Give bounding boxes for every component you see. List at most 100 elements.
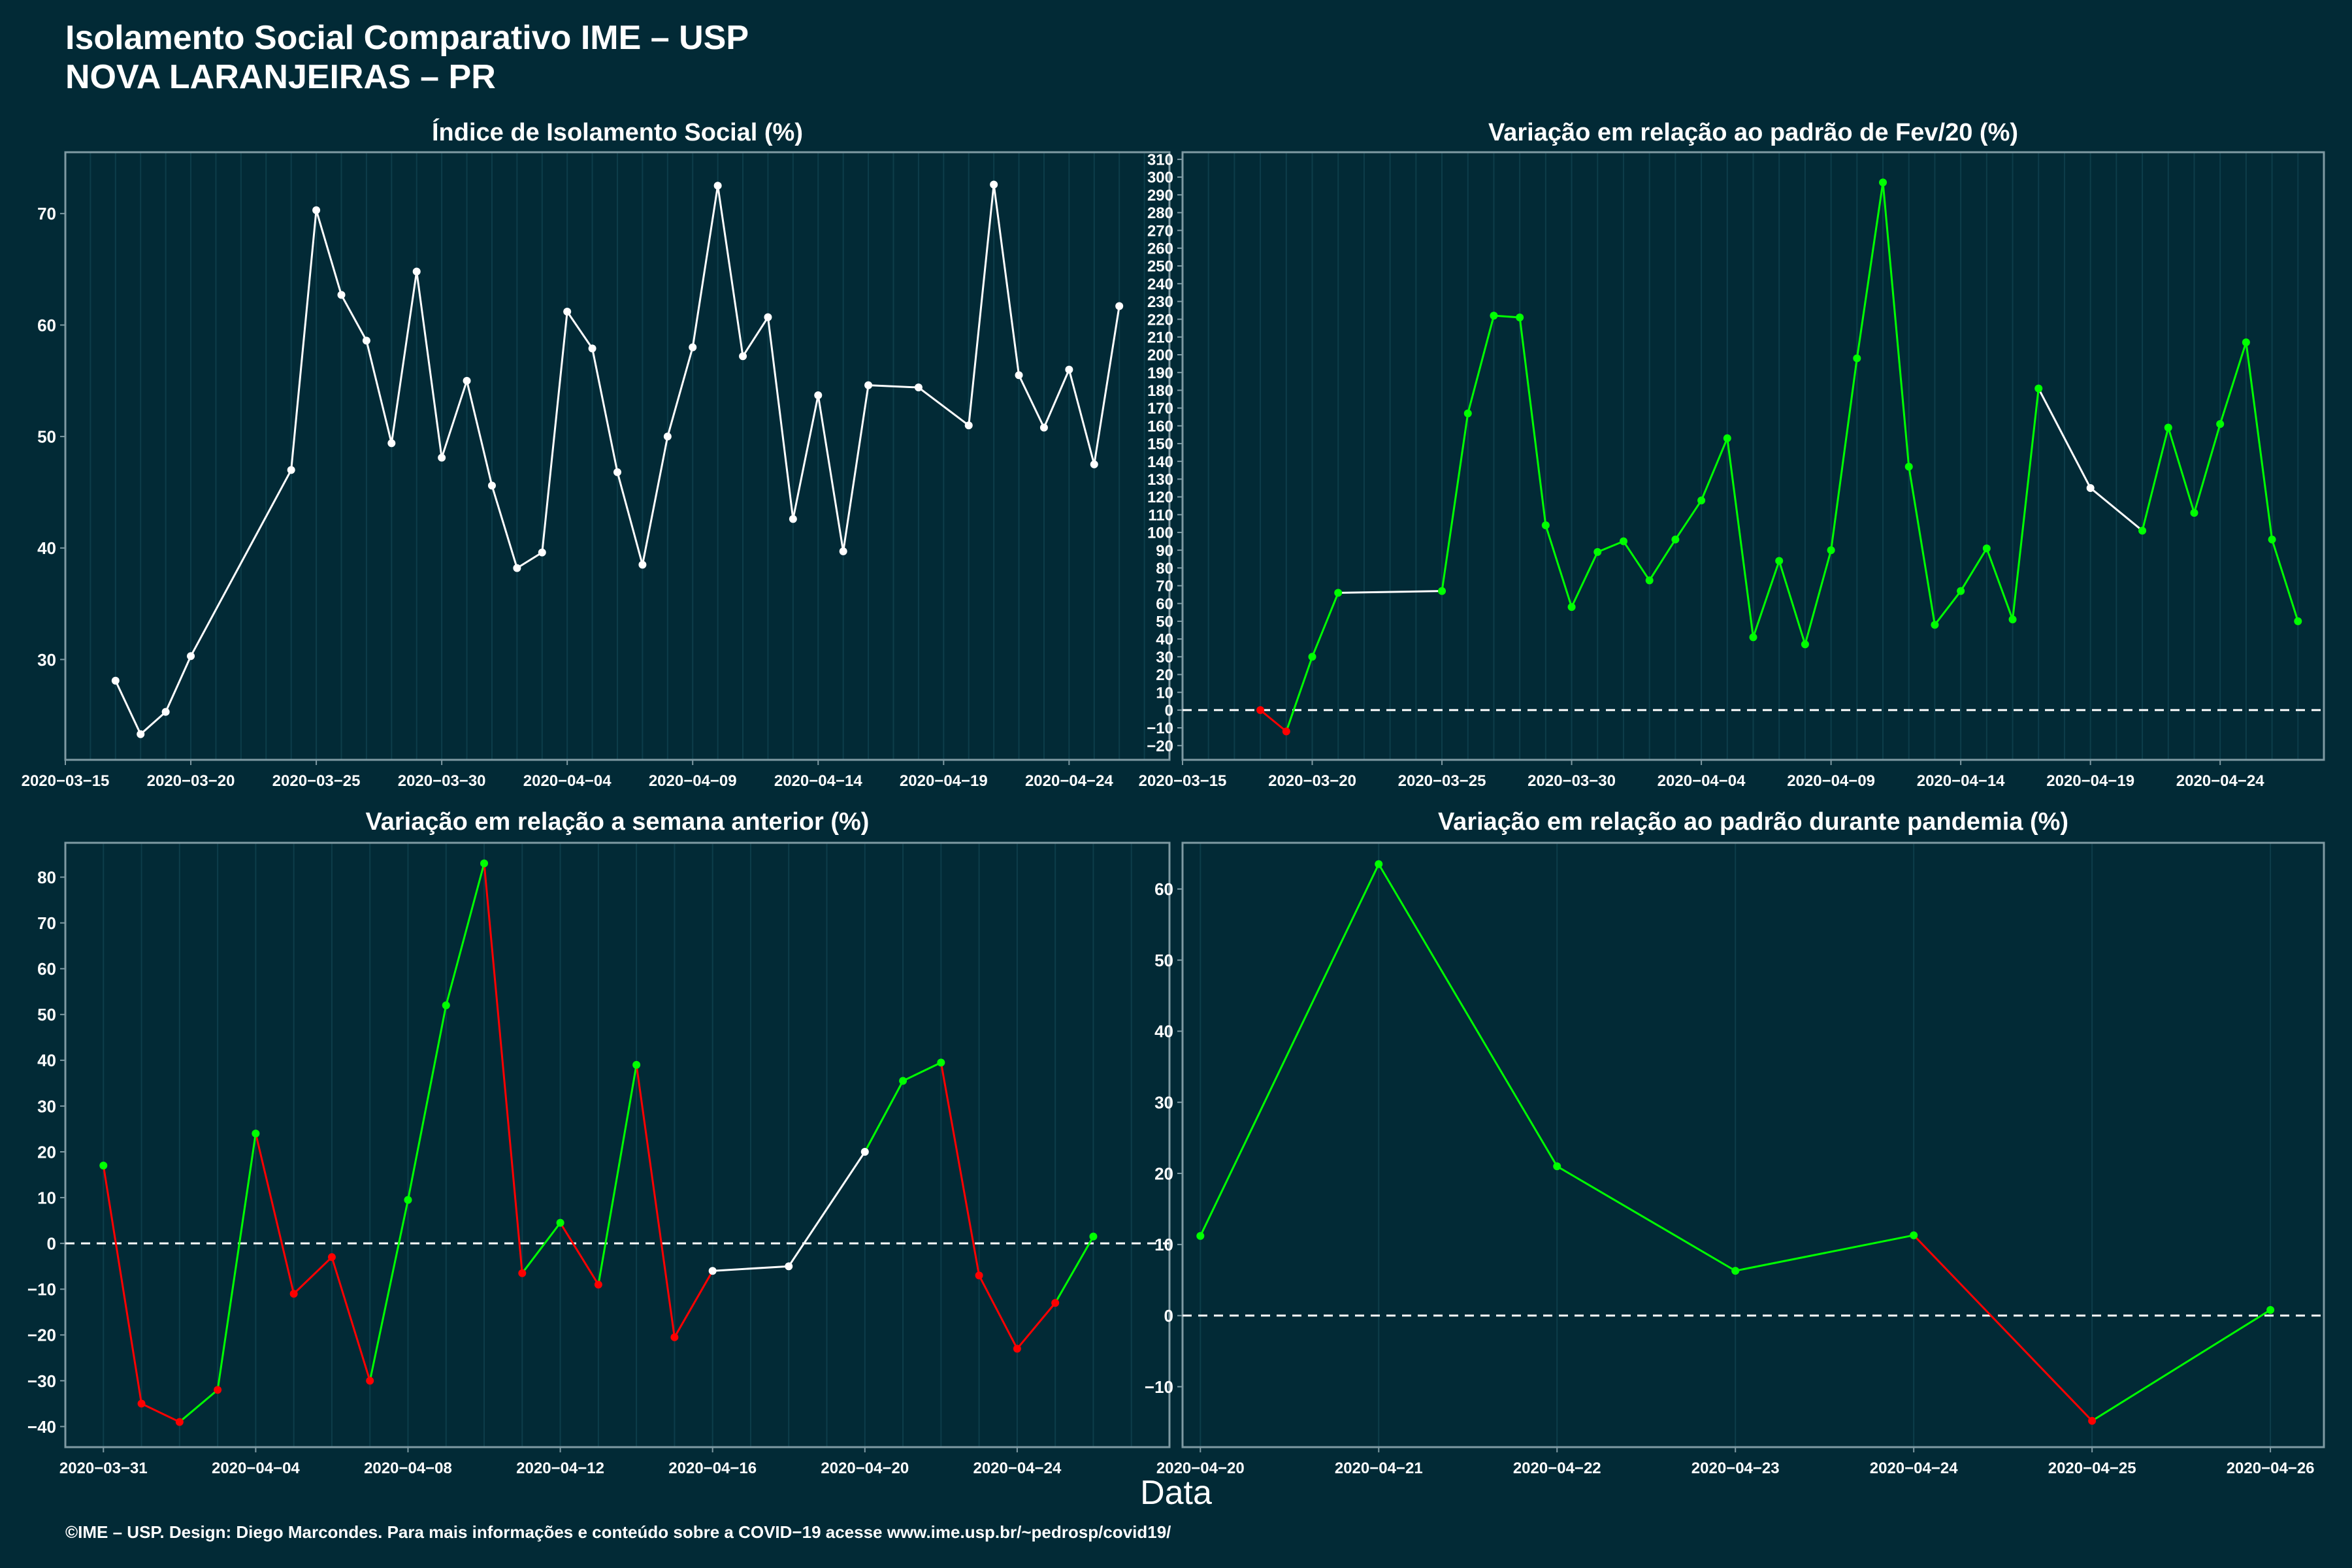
series-segment (1441, 413, 1469, 591)
series-segment (1700, 438, 1729, 501)
figure-title: Isolamento Social Comparativo IME – USP (65, 19, 749, 57)
series-segment (1752, 560, 1780, 638)
y-tick-label: 90 (1156, 542, 1173, 560)
series-segment (712, 1265, 789, 1272)
x-axis-label: Data (1140, 1474, 1212, 1512)
y-tick-label: −40 (27, 1417, 56, 1437)
data-point (764, 313, 772, 321)
y-tick-label: 60 (37, 316, 56, 335)
x-tick-label: 2020−03−20 (1268, 772, 1356, 790)
series-segment (315, 210, 342, 295)
y-tick-label: 30 (37, 650, 56, 670)
y-tick-label: 10 (1156, 684, 1173, 702)
x-tick-label: 2020−03−31 (59, 1460, 148, 1477)
series-segment (978, 1275, 1019, 1350)
series-segment (165, 655, 192, 713)
data-point (964, 421, 973, 430)
data-point (638, 561, 647, 569)
series-segment (331, 1256, 371, 1381)
y-tick-label: 100 (1147, 525, 1173, 542)
x-tick-label: 2020−04−24 (1870, 1460, 1958, 1477)
series-segment (114, 680, 142, 735)
series-segment (717, 185, 744, 357)
data-point (563, 308, 572, 316)
series-segment (102, 1165, 143, 1404)
series-segment (691, 185, 719, 348)
series-segment (1494, 314, 1520, 319)
data-point (214, 1386, 222, 1394)
data-point (594, 1281, 602, 1289)
series-segment (365, 340, 393, 444)
data-point (1645, 576, 1654, 585)
series-segment (2037, 387, 2091, 489)
data-point (412, 267, 421, 276)
y-tick-label: −20 (27, 1326, 56, 1345)
data-point (814, 391, 823, 399)
chart-title: Variação em relação ao padrão de Fev/20 … (1488, 119, 2018, 146)
data-point (1196, 1232, 1205, 1240)
y-tick-label: 50 (37, 1005, 56, 1024)
series-segment (1913, 1234, 2093, 1422)
data-point (1553, 1162, 1561, 1171)
data-point (1775, 557, 1784, 565)
series-segment (1311, 592, 1339, 657)
data-point (252, 1129, 260, 1137)
data-point (990, 180, 998, 189)
data-point (1827, 546, 1835, 555)
y-tick-label: 30 (1154, 1093, 1173, 1113)
series-segment (1043, 369, 1070, 429)
series-segment (635, 1064, 676, 1338)
data-point (1438, 587, 1446, 595)
x-tick-label: 2020−04−14 (1917, 772, 2005, 790)
series-segment (2193, 423, 2221, 514)
data-point (480, 859, 489, 868)
x-tick-label: 2020−04−04 (1658, 772, 1746, 790)
y-tick-label: 10 (1154, 1235, 1173, 1254)
data-point (1090, 460, 1098, 468)
y-tick-label: 140 (1147, 453, 1173, 471)
data-point (914, 384, 923, 392)
data-point (337, 291, 346, 299)
y-tick-label: 80 (37, 868, 56, 887)
series-segment (407, 1005, 448, 1200)
data-point (1308, 653, 1316, 661)
series-segment (918, 386, 970, 427)
data-point (137, 730, 145, 738)
data-point (839, 547, 847, 555)
data-point (713, 182, 722, 190)
series-segment (1830, 358, 1858, 551)
y-tick-label: 0 (1164, 1306, 1173, 1326)
chart-title: Variação em relação ao padrão durante pa… (1438, 808, 2068, 836)
data-point (404, 1196, 412, 1204)
series-segment (674, 1270, 713, 1338)
x-tick-label: 2020−04−20 (821, 1460, 909, 1477)
y-tick-label: 150 (1147, 436, 1173, 453)
y-tick-label: 290 (1147, 187, 1173, 204)
y-tick-label: 120 (1147, 489, 1173, 506)
data-point (327, 1253, 336, 1262)
data-point (1013, 1345, 1021, 1353)
figure-subtitle: NOVA LARANJEIRAS – PR (65, 58, 496, 96)
data-point (137, 1399, 146, 1408)
series-segment (140, 711, 167, 735)
data-point (2086, 483, 2095, 492)
y-tick-label: 60 (37, 959, 56, 979)
series-segment (1054, 1235, 1094, 1304)
series-segment (559, 1222, 600, 1286)
series-segment (368, 1200, 409, 1381)
data-point (1853, 354, 1861, 363)
series-segment (616, 472, 644, 565)
data-point (99, 1162, 108, 1170)
y-tick-label: 40 (37, 1051, 56, 1070)
series-segment (2219, 342, 2247, 425)
series-segment (968, 184, 995, 426)
x-tick-label: 2020−04−08 (364, 1460, 452, 1477)
y-tick-label: 0 (47, 1234, 56, 1254)
data-point (1931, 621, 1939, 629)
series-segment (1934, 590, 1962, 626)
series-segment (390, 271, 418, 444)
series-segment (293, 1256, 333, 1295)
series-segment (864, 1080, 904, 1152)
